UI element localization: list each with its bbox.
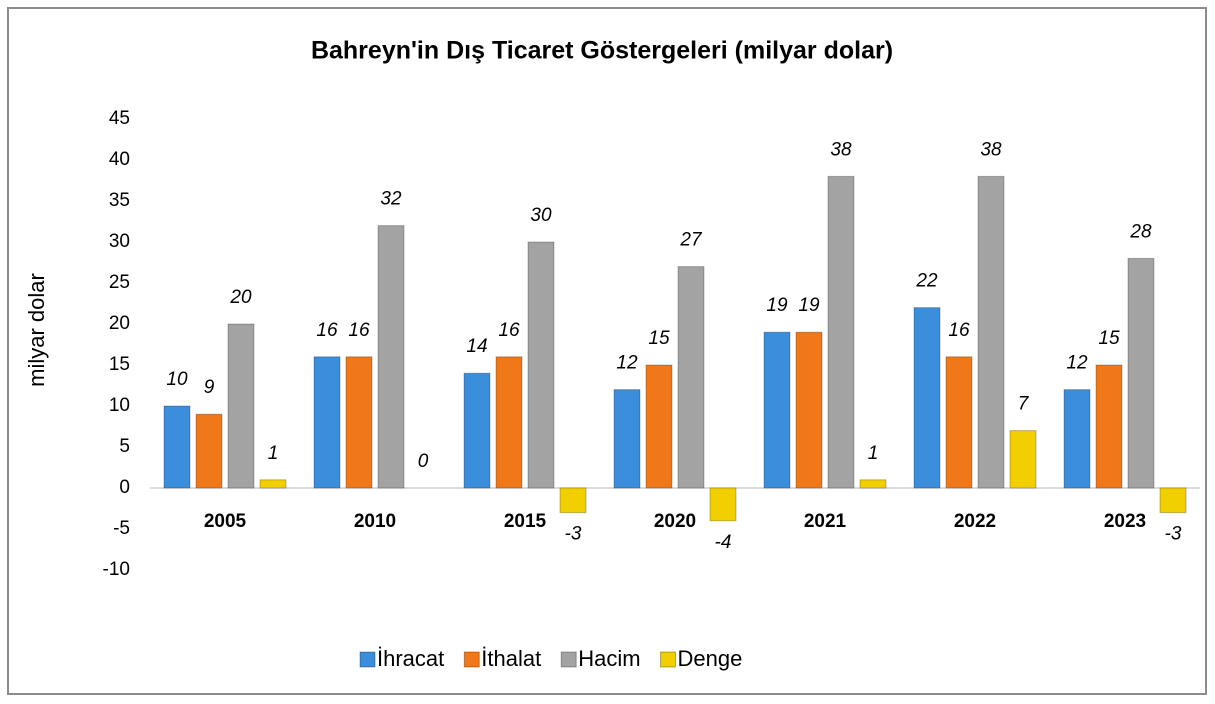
y-tick-label: 30 bbox=[109, 231, 130, 252]
y-tick-label: 10 bbox=[109, 395, 130, 416]
bar bbox=[645, 364, 673, 489]
x-tick-label: 2023 bbox=[1104, 511, 1146, 532]
bar bbox=[859, 479, 887, 489]
value-label: 19 bbox=[766, 295, 788, 316]
bar bbox=[463, 372, 491, 489]
bar bbox=[313, 356, 341, 489]
bar bbox=[345, 356, 373, 489]
value-label: 0 bbox=[418, 451, 429, 472]
value-label: 16 bbox=[316, 320, 338, 341]
legend-swatch bbox=[359, 651, 376, 668]
y-tick-label: -5 bbox=[113, 518, 130, 539]
value-label: 22 bbox=[915, 271, 938, 292]
chart-title: Bahreyn'in Dış Ticaret Göstergeleri (mil… bbox=[311, 37, 893, 65]
value-label: 16 bbox=[348, 320, 370, 341]
y-tick-label: 5 bbox=[119, 436, 130, 457]
value-label: -4 bbox=[715, 532, 732, 553]
value-label: -3 bbox=[1165, 524, 1182, 545]
bar bbox=[613, 389, 641, 489]
bar bbox=[259, 479, 287, 489]
y-tick-label: 45 bbox=[109, 108, 130, 129]
value-label: 16 bbox=[948, 320, 970, 341]
bar bbox=[977, 175, 1005, 489]
x-tick-label: 2021 bbox=[804, 511, 847, 532]
y-tick-label: 35 bbox=[109, 190, 130, 211]
legend-label: İthalat bbox=[481, 646, 541, 671]
value-label: 12 bbox=[1066, 353, 1088, 374]
legend-label: İhracat bbox=[377, 646, 444, 671]
bar bbox=[195, 413, 223, 489]
bar bbox=[527, 241, 555, 489]
bar bbox=[495, 356, 523, 489]
value-label: 38 bbox=[830, 139, 852, 160]
bar bbox=[709, 487, 737, 522]
legend-label: Denge bbox=[678, 646, 743, 671]
bar bbox=[1063, 389, 1091, 489]
bar bbox=[1127, 257, 1155, 489]
bar bbox=[1159, 487, 1187, 514]
value-label: 20 bbox=[229, 287, 252, 308]
value-label: 10 bbox=[166, 369, 188, 390]
y-tick-label: -10 bbox=[103, 559, 130, 580]
bar bbox=[913, 307, 941, 489]
bar bbox=[827, 175, 855, 489]
value-label: 32 bbox=[380, 189, 402, 210]
legend-label: Hacim bbox=[578, 646, 640, 671]
value-label: 9 bbox=[204, 377, 215, 398]
value-label: 38 bbox=[980, 139, 1002, 160]
y-tick-label: 25 bbox=[109, 272, 130, 293]
value-label: 30 bbox=[530, 205, 552, 226]
legend-swatch bbox=[660, 651, 677, 668]
value-label: 15 bbox=[648, 328, 670, 349]
value-label: 19 bbox=[798, 295, 820, 316]
x-tick-label: 2022 bbox=[954, 511, 996, 532]
bar bbox=[163, 405, 191, 489]
y-tick-label: 40 bbox=[109, 149, 130, 170]
y-tick-label: 20 bbox=[109, 313, 130, 334]
value-label: 12 bbox=[616, 353, 638, 374]
value-label: 1 bbox=[268, 443, 279, 464]
bar bbox=[677, 266, 705, 489]
value-label: 7 bbox=[1018, 394, 1030, 415]
chart-border bbox=[7, 7, 1207, 695]
bar bbox=[763, 331, 791, 489]
x-tick-label: 2015 bbox=[504, 511, 547, 532]
bar bbox=[795, 331, 823, 489]
value-label: 28 bbox=[1129, 221, 1152, 242]
legend-swatch bbox=[560, 651, 577, 668]
value-label: 1 bbox=[868, 443, 879, 464]
legend-swatch bbox=[463, 651, 480, 668]
y-tick-label: 0 bbox=[119, 477, 130, 498]
bar bbox=[1009, 430, 1037, 489]
bar bbox=[227, 323, 255, 489]
x-tick-label: 2010 bbox=[354, 511, 396, 532]
y-tick-label: 15 bbox=[109, 354, 130, 375]
value-label: 27 bbox=[679, 230, 703, 251]
x-tick-label: 2005 bbox=[204, 511, 247, 532]
value-label: 14 bbox=[466, 336, 487, 357]
y-axis-label: milyar dolar bbox=[24, 273, 49, 387]
value-label: 15 bbox=[1098, 328, 1120, 349]
bar bbox=[559, 487, 587, 514]
bar bbox=[1095, 364, 1123, 489]
value-label: -3 bbox=[565, 524, 582, 545]
bar bbox=[945, 356, 973, 489]
bar bbox=[377, 225, 405, 489]
x-tick-label: 2020 bbox=[654, 511, 696, 532]
value-label: 16 bbox=[498, 320, 520, 341]
